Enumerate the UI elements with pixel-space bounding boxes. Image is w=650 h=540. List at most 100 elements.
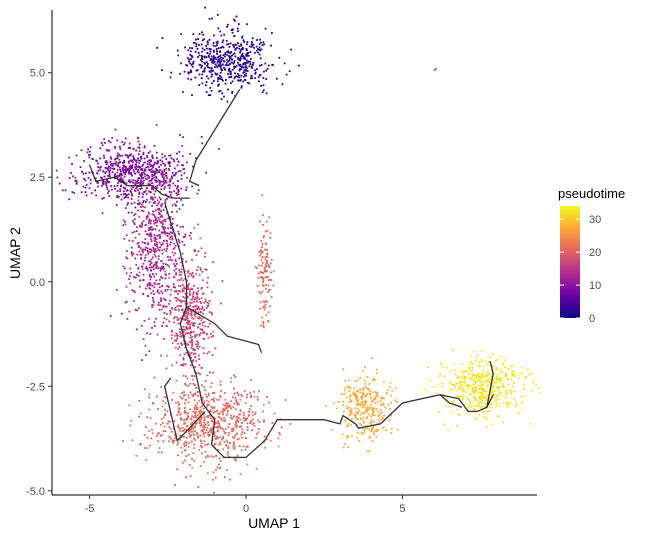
point	[275, 77, 278, 80]
point	[261, 284, 264, 286]
point	[183, 286, 185, 289]
point	[166, 288, 169, 291]
point	[147, 229, 150, 232]
point	[151, 188, 153, 190]
point	[269, 305, 271, 308]
point	[175, 187, 178, 190]
point	[158, 201, 161, 204]
point	[160, 451, 163, 454]
point	[195, 360, 198, 363]
point	[203, 435, 206, 438]
point	[359, 402, 361, 405]
point	[142, 210, 145, 213]
point	[189, 364, 192, 367]
point	[426, 391, 429, 393]
point	[169, 178, 172, 181]
point	[131, 231, 134, 234]
point	[158, 282, 161, 285]
point	[246, 49, 248, 52]
point	[146, 332, 149, 335]
point	[246, 422, 249, 425]
point	[129, 159, 132, 162]
point	[243, 432, 246, 434]
point	[199, 317, 202, 319]
point	[158, 292, 161, 295]
point	[499, 386, 501, 389]
point	[238, 437, 240, 440]
point	[206, 454, 209, 457]
point	[146, 243, 149, 246]
point	[136, 309, 139, 312]
point	[193, 443, 196, 446]
point	[203, 309, 205, 312]
point	[212, 330, 215, 333]
point	[188, 442, 190, 445]
point	[227, 445, 230, 448]
point	[160, 386, 162, 388]
point	[231, 68, 234, 71]
point	[114, 128, 117, 131]
point	[377, 429, 380, 432]
point	[68, 177, 71, 179]
point	[148, 284, 151, 287]
point	[238, 76, 241, 79]
point	[162, 304, 165, 307]
point	[188, 282, 190, 285]
point	[148, 180, 151, 182]
point	[201, 396, 204, 399]
point	[157, 208, 159, 211]
point	[216, 466, 219, 469]
point	[196, 297, 198, 300]
point	[179, 396, 182, 398]
point	[493, 401, 496, 403]
trajectory-segment	[163, 202, 494, 459]
point	[360, 418, 363, 421]
point	[191, 340, 194, 343]
point	[225, 40, 228, 42]
point	[152, 265, 155, 268]
point	[502, 384, 505, 387]
point	[171, 251, 174, 254]
point	[439, 373, 442, 375]
point	[360, 433, 363, 435]
point	[140, 167, 143, 170]
point	[237, 392, 239, 395]
point	[190, 427, 193, 430]
point	[207, 404, 210, 406]
point	[466, 385, 469, 388]
point	[201, 317, 204, 320]
point	[134, 236, 137, 239]
point	[161, 225, 164, 228]
point	[176, 337, 179, 340]
point	[203, 321, 206, 323]
point	[361, 400, 363, 403]
point	[213, 400, 215, 403]
point	[186, 437, 188, 439]
point	[205, 75, 208, 78]
point	[261, 264, 263, 267]
point	[180, 419, 183, 421]
point	[163, 230, 166, 233]
point	[176, 186, 179, 189]
point	[261, 262, 264, 264]
point	[152, 401, 154, 404]
point	[222, 46, 225, 49]
point	[179, 438, 182, 441]
point	[154, 196, 157, 199]
point	[191, 341, 194, 344]
point	[427, 366, 430, 368]
point	[138, 415, 140, 418]
point	[433, 386, 436, 388]
point	[521, 401, 523, 404]
point	[178, 305, 181, 307]
point	[164, 218, 167, 221]
point	[148, 169, 150, 171]
point	[253, 52, 256, 54]
point	[184, 441, 187, 443]
point	[97, 182, 100, 184]
point	[131, 159, 134, 162]
point	[161, 325, 164, 327]
point	[366, 417, 368, 420]
point	[140, 157, 143, 160]
point	[163, 228, 166, 231]
